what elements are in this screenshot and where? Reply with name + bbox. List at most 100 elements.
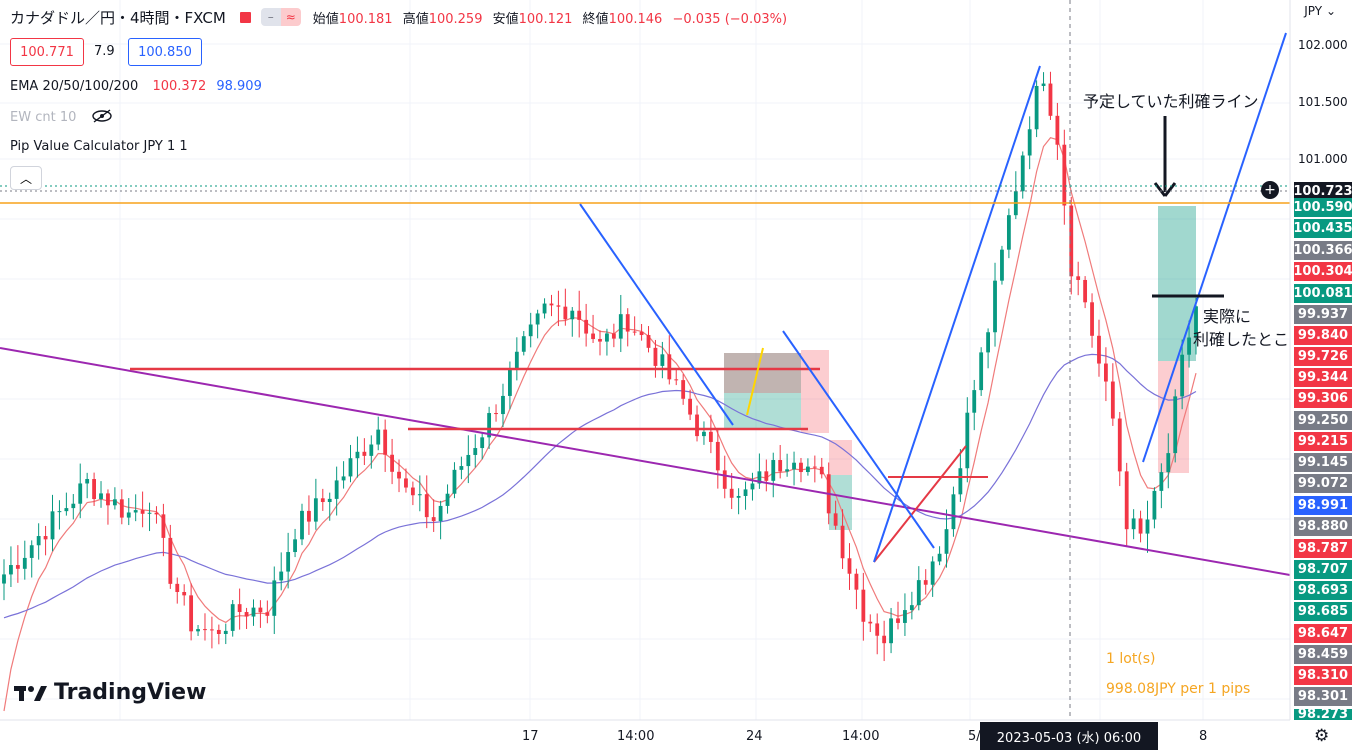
calc-lots: 1 lot(s) — [1106, 651, 1156, 667]
candle-body — [43, 536, 48, 540]
candle-body — [50, 511, 55, 540]
candle-body — [494, 413, 498, 415]
candle-body — [736, 495, 741, 498]
price-label: 98.880 — [1294, 517, 1352, 536]
candle-body — [480, 437, 485, 449]
candle-body — [279, 571, 284, 581]
candle-body — [189, 595, 194, 632]
candle-body — [514, 351, 519, 369]
candle-body — [438, 505, 443, 522]
candle-body — [445, 493, 450, 506]
candle-body — [300, 510, 304, 540]
calc-pip-value: 998.08JPY per 1 pips — [1106, 681, 1251, 697]
candle-body — [2, 574, 6, 584]
candle-body — [861, 589, 866, 622]
candle-body — [29, 545, 34, 558]
candle-body — [563, 306, 568, 320]
collapse-legend-button[interactable]: ︿ — [10, 166, 42, 190]
candle-body — [383, 429, 388, 455]
ema-slow-line — [3, 353, 1197, 619]
price-label: 98.310 — [1294, 666, 1352, 685]
ew-legend[interactable]: EW cnt 10 — [10, 109, 113, 125]
candle-body — [1027, 129, 1032, 156]
blue-line-2 — [782, 330, 935, 549]
minus-icon[interactable]: – — [260, 8, 281, 26]
chart-mode-toggle[interactable]: – ≈ — [260, 8, 301, 26]
buy-button[interactable]: 100.850 — [128, 38, 202, 66]
sell-button[interactable]: 100.771 — [10, 38, 84, 66]
candle-body — [112, 499, 117, 506]
candle-body — [993, 280, 997, 333]
tradingview-logo[interactable]: TradingView — [14, 680, 206, 705]
approx-icon[interactable]: ≈ — [280, 8, 301, 26]
symbol-title[interactable]: カナダドル／円・4時間・FXCM — [10, 8, 226, 27]
price-label: 99.726 — [1294, 347, 1352, 366]
candle-body — [792, 462, 796, 470]
annotation-target-line[interactable]: 予定していた利確ライン — [1083, 92, 1259, 111]
ema-legend[interactable]: EMA 20/50/100/200 100.372 98.909 — [10, 79, 262, 94]
candle-body — [196, 629, 200, 632]
x-tick-1: 14:00 — [617, 729, 655, 744]
candle-body — [1138, 518, 1143, 534]
chevron-down-icon: ⌄ — [1325, 4, 1336, 18]
open-label: 始値 — [312, 11, 339, 27]
candle-body — [1117, 418, 1122, 472]
candle-body — [688, 398, 692, 415]
annotation-actual-2[interactable]: 利確したとこ — [1193, 330, 1290, 349]
candle-body — [265, 612, 270, 616]
candle-body — [806, 466, 810, 473]
candle-body — [1055, 115, 1060, 145]
candle-body — [812, 466, 817, 468]
hidden-eye-icon[interactable] — [91, 109, 113, 123]
candle-body — [1076, 276, 1081, 280]
x-tick-2: 24 — [746, 729, 763, 744]
candle-body — [348, 458, 353, 477]
price-label: 99.840 — [1294, 326, 1352, 345]
annotation-actual-1[interactable]: 実際に — [1203, 307, 1252, 326]
candle-body — [528, 324, 533, 337]
candle-body — [930, 561, 935, 585]
candle-body — [417, 494, 422, 496]
price-label: 100.081 — [1293, 284, 1353, 303]
candle-body — [397, 471, 401, 479]
candle-body — [896, 618, 900, 623]
candle-body — [390, 454, 394, 472]
yellow-segment — [746, 347, 764, 416]
candle-body — [216, 629, 221, 634]
candle-body — [715, 441, 720, 471]
candle-body — [951, 494, 956, 530]
candle-body — [459, 466, 464, 470]
candle-body — [1173, 396, 1178, 454]
candle-body — [882, 635, 887, 644]
candle-body — [1131, 518, 1136, 530]
candle-body — [819, 466, 824, 475]
add-alert-icon[interactable]: + — [1261, 181, 1279, 199]
y-tick-label: 101.500 — [1298, 95, 1348, 109]
candle-body — [341, 476, 346, 481]
settings-gear-icon[interactable]: ⚙ — [1314, 726, 1330, 746]
x-tick-5: 8 — [1199, 729, 1208, 744]
market-status-icon — [239, 11, 251, 23]
candle-body — [293, 539, 297, 553]
candle-body — [1152, 490, 1157, 520]
price-label: 99.344 — [1294, 368, 1352, 387]
pip-calculator-legend[interactable]: Pip Value Calculator JPY 1 1 — [10, 139, 188, 154]
currency-selector[interactable]: JPY ⌄ — [1304, 4, 1336, 18]
candle-body — [840, 525, 845, 559]
candle-body — [598, 339, 602, 342]
candle-body — [237, 604, 242, 613]
position-box — [829, 475, 852, 530]
candle-body — [875, 623, 880, 636]
candle-body — [244, 612, 249, 617]
candle-body — [868, 621, 873, 624]
candle-body — [944, 529, 949, 554]
candle-body — [764, 471, 769, 481]
close-label: 終値 — [582, 11, 609, 27]
candle-body — [757, 471, 762, 484]
candle-body — [161, 514, 166, 538]
candle-body — [431, 517, 436, 522]
position-box — [724, 353, 801, 393]
ema-value-2: 98.909 — [216, 79, 262, 94]
candle-body — [618, 314, 623, 339]
